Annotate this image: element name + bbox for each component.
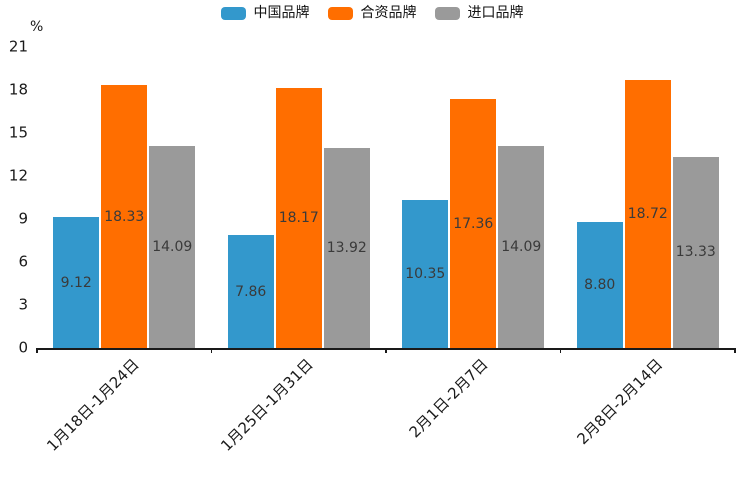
bar-value-label: 17.36 — [453, 215, 494, 232]
bar-value-label: 18.17 — [278, 209, 319, 226]
legend-label: 进口品牌 — [467, 5, 524, 21]
bar: 7.86 — [227, 235, 274, 348]
bar: 18.33 — [101, 85, 148, 348]
bar-value-label: 18.33 — [104, 208, 145, 225]
bar: 18.17 — [275, 87, 322, 348]
chart-legend: 中国品牌 合资品牌 进口品牌 — [0, 6, 744, 20]
y-axis-tick-label: 3 — [18, 295, 28, 314]
bar-value-label: 13.33 — [675, 244, 716, 261]
x-axis-label: 1月18日-1月24日 — [42, 355, 143, 455]
x-axis-tick — [36, 348, 38, 353]
legend-item-china-brand[interactable]: 中国品牌 — [220, 5, 310, 21]
x-axis-tick — [734, 348, 736, 353]
bar: 14.09 — [498, 146, 545, 348]
y-axis-tick-label: 9 — [18, 209, 28, 228]
bar-value-label: 10.35 — [405, 265, 446, 282]
x-axis-tick — [210, 348, 213, 353]
bar: 17.36 — [450, 99, 497, 348]
y-axis-tick-label: 0 — [18, 338, 28, 357]
legend-swatch-icon — [220, 6, 246, 20]
x-axis-label: 2月1日-2月7日 — [405, 355, 492, 442]
bar-value-label: 18.72 — [627, 205, 668, 222]
bar: 9.12 — [53, 217, 100, 348]
bar-value-label: 14.09 — [501, 239, 542, 256]
y-axis-tick-label: 21 — [8, 37, 28, 56]
y-axis-tick-label: 12 — [8, 166, 28, 185]
x-axis-label: 1月25日-1月31日 — [217, 355, 317, 455]
bar: 18.72 — [624, 79, 671, 348]
legend-item-import-brand[interactable]: 进口品牌 — [434, 5, 524, 21]
legend-item-joint-venture-brand[interactable]: 合资品牌 — [327, 5, 417, 21]
bar-value-label: 13.92 — [326, 240, 367, 257]
x-axis-tick — [385, 348, 387, 353]
plot-area: 9.12 18.33 14.09 7.86 18.17 13.92 10.35 17.36 14… — [37, 47, 735, 348]
bar: 13.33 — [672, 156, 719, 348]
y-axis-tick-label: 6 — [18, 252, 28, 271]
bar: 8.80 — [576, 221, 623, 348]
x-axis-label: 2月8日-2月14日 — [573, 355, 666, 449]
legend-swatch-icon — [327, 6, 353, 20]
bar-value-label: 9.12 — [60, 274, 92, 291]
legend-label: 合资品牌 — [360, 5, 417, 21]
legend-swatch-icon — [434, 6, 460, 20]
bar: 14.09 — [149, 146, 196, 348]
x-axis-tick — [559, 348, 562, 353]
legend-label: 中国品牌 — [253, 5, 310, 21]
y-axis-unit-label: % — [30, 19, 44, 35]
bar-value-label: 8.80 — [584, 276, 616, 293]
bar-value-label: 14.09 — [152, 239, 193, 256]
y-axis-tick-label: 15 — [8, 123, 28, 142]
bar: 10.35 — [402, 199, 449, 348]
bar: 13.92 — [323, 148, 370, 348]
bar-value-label: 7.86 — [235, 283, 267, 300]
y-axis-tick-label: 18 — [8, 80, 28, 99]
